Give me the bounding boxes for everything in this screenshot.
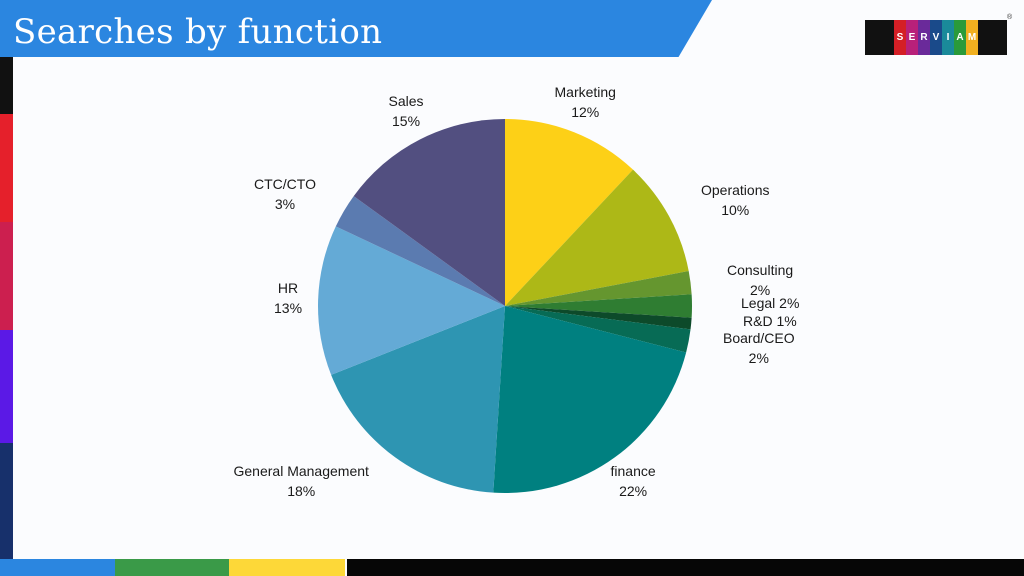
- pie-label: General Management 18%: [234, 461, 369, 501]
- pie-label-value: 2%: [779, 295, 800, 311]
- slide-title: Searches by function: [13, 12, 383, 52]
- pie-label-value: 1%: [776, 313, 797, 329]
- pie-label: Sales 15%: [389, 91, 424, 131]
- pie-label-category: Consulting: [727, 262, 794, 278]
- pie-label-value: 2%: [748, 350, 769, 366]
- pie-label: Marketing 12%: [555, 82, 616, 122]
- pie-label-category: Operations: [701, 182, 770, 198]
- bottom-strip-green: [115, 559, 229, 576]
- pie-label-value: 18%: [287, 483, 316, 499]
- bottom-strip-yellow: [229, 559, 345, 576]
- pie-slice-sales: [353, 119, 505, 306]
- pie-label-category: General Management: [233, 463, 369, 479]
- pie-slice-r-d: [505, 306, 692, 330]
- left-strip-crimson: [0, 222, 13, 330]
- pie-label: Board/CEO 2%: [723, 328, 795, 368]
- bottom-strip-black: [347, 559, 1024, 576]
- pie-label-category: Sales: [388, 93, 424, 109]
- pie-label-value: 13%: [274, 300, 303, 316]
- pie-slice-legal: [505, 294, 692, 318]
- pie-label-category: Board/CEO: [723, 330, 795, 346]
- pie-label-category: CTC/CTO: [254, 176, 316, 192]
- pie-slice-general-management: [331, 306, 505, 493]
- pie-label-category: Legal: [741, 295, 776, 311]
- logo-letter: S: [894, 20, 906, 55]
- pie-slice-operations: [505, 169, 689, 306]
- pie-label: Operations 10%: [701, 180, 769, 220]
- pie-label-value: 22%: [619, 483, 648, 499]
- pie-slice-consulting: [505, 270, 692, 306]
- registered-mark: ®: [1007, 14, 1013, 21]
- pie-label: Consulting 2%: [727, 260, 793, 300]
- pie-slice-ctc-cto: [335, 196, 505, 306]
- pie-slice-hr: [318, 226, 505, 375]
- pie-label: Legal 2%: [741, 293, 799, 313]
- pie-label: R&D 1%: [743, 311, 797, 331]
- pie-label: CTC/CTO 3%: [254, 174, 316, 214]
- logo-letter: M: [966, 20, 978, 55]
- pie-label-value: 3%: [274, 196, 296, 212]
- pie-label-category: finance: [610, 463, 656, 479]
- pie-label: finance 22%: [611, 461, 656, 501]
- pie-label-category: HR: [277, 280, 299, 296]
- pie-label-value: 10%: [721, 202, 750, 218]
- pie-label-value: 15%: [392, 113, 421, 129]
- pie-slice-marketing: [505, 119, 634, 306]
- title-bar: [0, 0, 712, 57]
- logo-letter: E: [906, 20, 918, 55]
- pie-slice-board-ceo: [505, 306, 691, 353]
- bottom-strip-blue: [0, 559, 115, 576]
- pie-label-category: Marketing: [554, 84, 616, 100]
- pie-label: HR 13%: [274, 278, 302, 318]
- serviam-logo: S E R V I A M: [865, 20, 1007, 55]
- logo-letter: A: [954, 20, 966, 55]
- logo-letter: R: [918, 20, 930, 55]
- logo-letter: I: [942, 20, 954, 55]
- pie-slice-finance: [493, 306, 687, 494]
- logo-letter: V: [930, 20, 942, 55]
- left-strip-black: [0, 57, 13, 114]
- pie-label-value: 2%: [749, 282, 771, 298]
- pie-label-value: 12%: [571, 104, 600, 120]
- left-strip-red: [0, 114, 13, 222]
- pie-label-category: R&D: [743, 313, 773, 329]
- left-strip-violet: [0, 330, 13, 443]
- left-strip-navy: [0, 443, 13, 559]
